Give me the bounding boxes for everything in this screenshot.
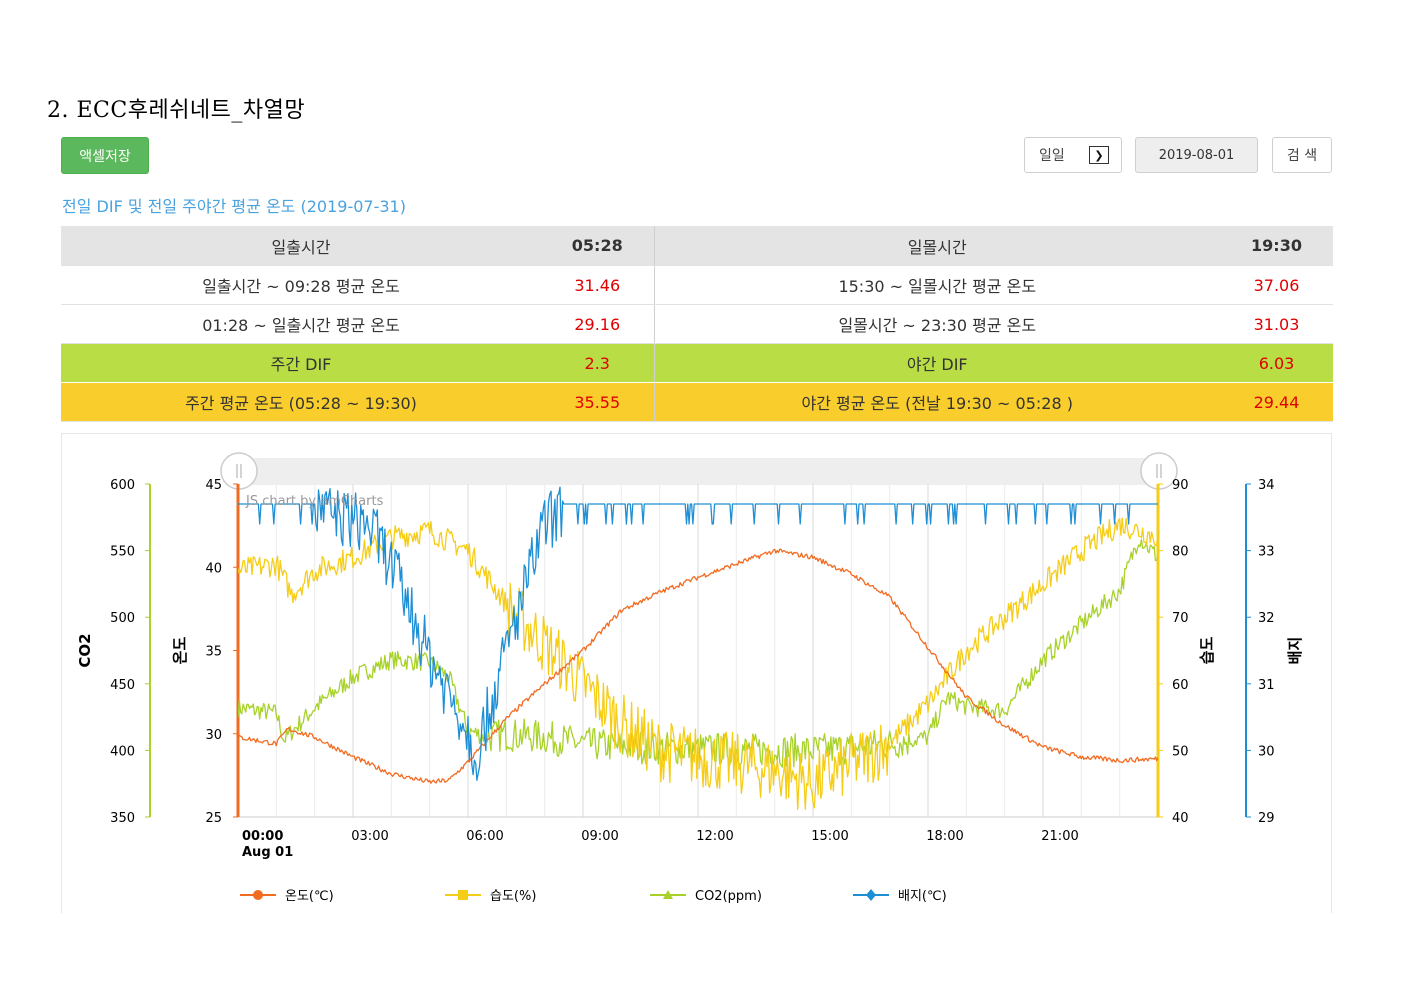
night-dif-value: 6.03	[1220, 343, 1333, 383]
sunset-value: 19:30	[1220, 226, 1333, 266]
day-average-value: 35.55	[541, 382, 655, 422]
table-row: 01:28 ~ 일출시간 평균 온도 29.16 일몰시간 ~ 23:30 평균…	[61, 304, 1333, 344]
evening-avg-value: 37.06	[1220, 265, 1333, 305]
night-avg-value: 31.03	[1220, 304, 1333, 344]
table-row-dif: 주간 DIF 2.3 야간 DIF 6.03	[61, 343, 1333, 383]
search-button[interactable]: 검 색	[1272, 137, 1332, 173]
day-average-label: 주간 평균 온도 (05:28 ~ 19:30)	[61, 382, 541, 422]
night-avg-label: 일몰시간 ~ 23:30 평균 온도	[654, 304, 1220, 344]
page-heading: 2. ECC후레쉬네트_차열망	[47, 98, 306, 123]
dif-summary-table: 일출시간 05:28 일몰시간 19:30 일출시간 ~ 09:28 평균 온도…	[61, 226, 1333, 422]
sunrise-label: 일출시간	[61, 226, 541, 266]
day-dif-value: 2.3	[541, 343, 655, 383]
night-average-value: 29.44	[1220, 382, 1333, 422]
chevron-down-icon[interactable]: ❯	[1089, 146, 1109, 164]
table-row-average: 주간 평균 온도 (05:28 ~ 19:30) 35.55 야간 평균 온도 …	[61, 382, 1333, 422]
period-select[interactable]: 일일 ❯	[1024, 137, 1122, 173]
sunset-label: 일몰시간	[654, 226, 1220, 266]
night-dif-label: 야간 DIF	[654, 343, 1220, 383]
summary-title: 전일 DIF 및 전일 주야간 평균 온도 (2019-07-31)	[62, 197, 406, 216]
night-average-label: 야간 평균 온도 (전날 19:30 ~ 05:28 )	[654, 382, 1220, 422]
chart-panel	[61, 433, 1332, 913]
date-input[interactable]: 2019-08-01	[1135, 137, 1258, 173]
morning-avg-label: 일출시간 ~ 09:28 평균 온도	[61, 265, 541, 305]
period-select-value: 일일	[1039, 148, 1065, 164]
evening-avg-label: 15:30 ~ 일몰시간 평균 온도	[654, 265, 1220, 305]
morning-avg-value: 31.46	[541, 265, 655, 305]
sunrise-value: 05:28	[541, 226, 655, 266]
predawn-avg-value: 29.16	[541, 304, 655, 344]
table-row: 일출시간 ~ 09:28 평균 온도 31.46 15:30 ~ 일몰시간 평균…	[61, 265, 1333, 305]
excel-save-button[interactable]: 액셀저장	[61, 137, 149, 174]
predawn-avg-label: 01:28 ~ 일출시간 평균 온도	[61, 304, 541, 344]
table-row-sunrise-sunset: 일출시간 05:28 일몰시간 19:30	[61, 226, 1333, 266]
day-dif-label: 주간 DIF	[61, 343, 541, 383]
